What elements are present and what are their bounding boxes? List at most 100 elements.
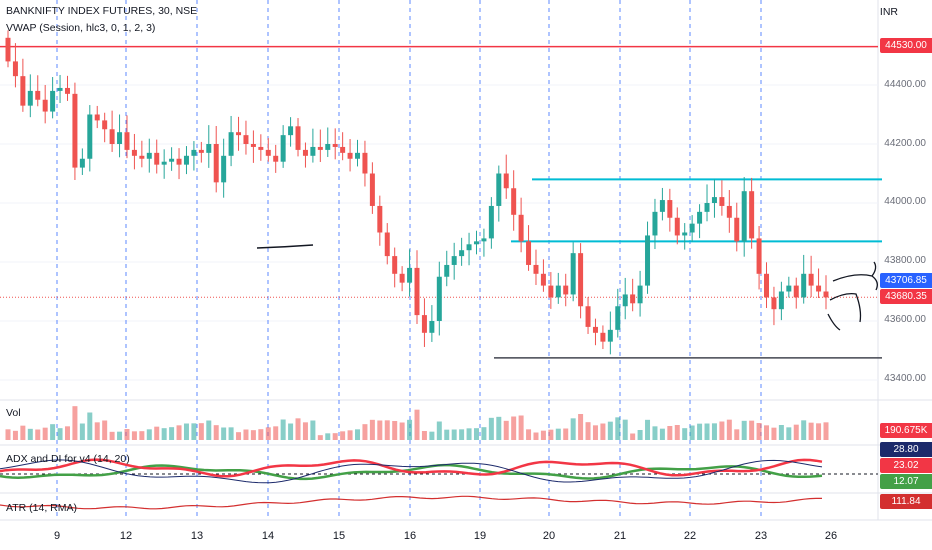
volume-bar: [139, 431, 145, 440]
atr-value-tag: 111.84: [880, 494, 932, 509]
volume-bar: [578, 414, 584, 440]
atr-pane-label[interactable]: ATR (14, RMA): [6, 502, 77, 514]
volume-bar: [548, 429, 554, 440]
candle-body: [20, 76, 26, 106]
di-minus-value-tag: 12.07: [880, 474, 932, 489]
candle-body: [444, 264, 450, 277]
volume-value-tag: 190.675K: [880, 423, 932, 438]
candle-body: [87, 114, 93, 159]
candle-body: [711, 197, 717, 203]
volume-bar: [102, 420, 108, 440]
candle-body: [488, 205, 494, 239]
candle-body: [236, 132, 242, 136]
volume-bar: [689, 425, 695, 440]
vwap-indicator-label[interactable]: VWAP (Session, hlc3, 0, 1, 2, 3): [6, 22, 156, 34]
candle-body: [302, 149, 308, 156]
date-tick: 12: [119, 530, 133, 542]
adx-pane-label[interactable]: ADX and DI for v4 (14, 20): [6, 453, 130, 465]
candle-body: [719, 197, 725, 206]
volume-bar: [369, 419, 375, 440]
volume-bar: [682, 428, 688, 440]
volume-bar: [347, 430, 353, 440]
volume-bar: [786, 427, 792, 440]
candle-body: [42, 99, 48, 112]
candle-body: [340, 146, 346, 153]
volume-bar: [764, 425, 770, 440]
candle-body: [139, 155, 145, 159]
candle-body: [5, 37, 11, 62]
volume-bar: [414, 409, 420, 440]
volume-bar: [198, 423, 204, 440]
candle-body: [399, 273, 405, 283]
candle-body: [258, 146, 264, 150]
date-tick: 15: [332, 530, 346, 542]
volume-bar: [481, 427, 487, 440]
volume-bar: [20, 425, 26, 440]
candle-body: [682, 232, 688, 236]
volume-bar: [444, 429, 450, 440]
candle-body: [273, 155, 279, 162]
volume-bar: [87, 412, 93, 440]
candle-body: [146, 152, 152, 159]
candle-body: [592, 326, 598, 333]
candle-body: [771, 297, 777, 310]
date-tick: 22: [683, 530, 697, 542]
volume-bar: [161, 428, 167, 440]
adx-value-tag: 28.80: [880, 442, 932, 457]
candle-body: [72, 93, 78, 168]
volume-bar: [600, 423, 606, 440]
volume-bar: [652, 426, 658, 440]
candle-body: [615, 306, 621, 330]
volume-pane-label[interactable]: Vol: [6, 407, 21, 419]
date-tick: 21: [613, 530, 627, 542]
volume-bar: [94, 422, 100, 440]
candle-body: [630, 294, 636, 304]
volume-bar: [221, 427, 227, 440]
candle-body: [191, 149, 197, 156]
currency-label[interactable]: INR: [879, 6, 898, 18]
candle-body: [555, 285, 561, 298]
candle-body: [667, 200, 673, 218]
annotation-stroke: [832, 261, 878, 291]
candle-body: [451, 256, 457, 265]
candle-body: [659, 200, 665, 212]
candle-body: [213, 144, 219, 183]
volume-bar: [615, 417, 621, 440]
volume-bar: [176, 425, 182, 440]
volume-bar: [183, 423, 189, 440]
candle-body: [503, 173, 509, 189]
candle-body: [496, 173, 502, 206]
candle-body: [674, 217, 680, 236]
volume-bar: [295, 418, 301, 440]
price-tick: 44200.00: [884, 138, 926, 149]
volume-bar: [27, 428, 33, 440]
volume-bar: [35, 429, 41, 440]
candle-body: [823, 291, 829, 298]
volume-bar: [533, 432, 539, 440]
candle-body: [169, 158, 175, 162]
candle-body: [317, 146, 323, 150]
candle-body: [533, 264, 539, 274]
candle-body: [377, 205, 383, 233]
candle-body: [786, 285, 792, 292]
price-tick: 44400.00: [884, 79, 926, 90]
candle-body: [198, 149, 204, 153]
price-tick: 43600.00: [884, 314, 926, 325]
volume-bar: [191, 423, 197, 440]
volume-bar: [332, 433, 338, 440]
volume-bar: [526, 429, 532, 440]
volume-bar: [823, 422, 829, 440]
candle-body: [741, 191, 747, 242]
volume-bar: [592, 425, 598, 440]
candle-body: [645, 235, 651, 286]
date-tick: 14: [261, 530, 275, 542]
candle-body: [548, 285, 554, 298]
volume-bar: [213, 425, 219, 440]
volume-bar: [117, 431, 123, 440]
volume-bar: [72, 406, 78, 440]
candle-body: [392, 256, 398, 274]
volume-bar: [206, 420, 212, 440]
volume-bar: [355, 429, 361, 440]
volume-bar: [131, 431, 137, 440]
